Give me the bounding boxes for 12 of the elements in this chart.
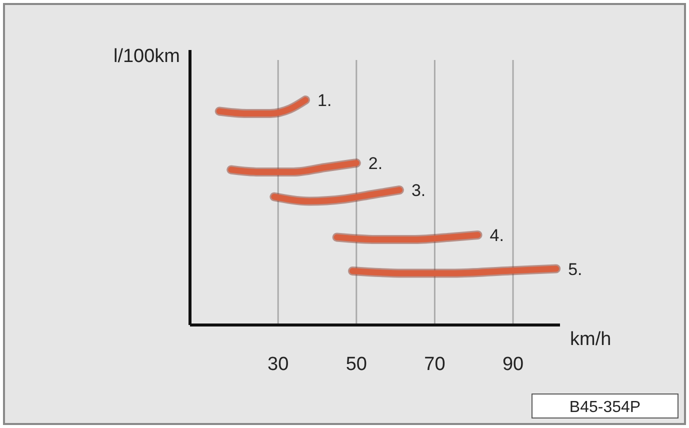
series-label: 2. xyxy=(368,154,383,173)
text: B45-354P xyxy=(569,399,641,416)
series-label: 1. xyxy=(318,91,332,110)
series-label: 3. xyxy=(411,181,426,200)
x-tick-label: 30 xyxy=(268,354,289,375)
x-axis-title: km/h xyxy=(570,329,612,350)
series-label: 4. xyxy=(490,226,504,245)
x-tick-label: 90 xyxy=(502,354,524,375)
x-tick-label: 70 xyxy=(424,354,446,375)
y-axis-title: l/100km xyxy=(113,46,180,67)
x-tick-label: 50 xyxy=(346,354,367,375)
series-label: 5. xyxy=(568,260,582,279)
